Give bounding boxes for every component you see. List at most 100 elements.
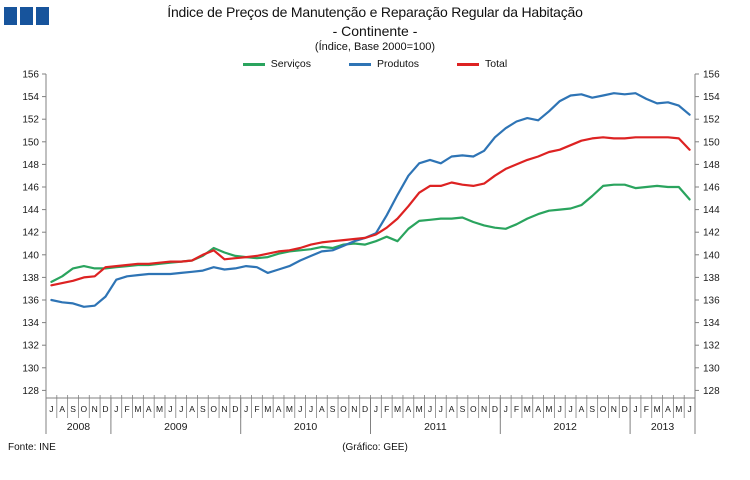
- x-axis-month-label: O: [600, 404, 607, 414]
- x-axis-month-label: A: [535, 404, 541, 414]
- x-axis-month-label: S: [200, 404, 206, 414]
- x-axis-month-label: J: [309, 404, 313, 414]
- x-axis-month-label: F: [644, 404, 649, 414]
- x-axis-month-label: M: [286, 404, 293, 414]
- y-axis-label-left: 136: [22, 296, 39, 307]
- x-axis-month-label: O: [470, 404, 477, 414]
- produtos-line-swatch-icon: [349, 62, 372, 66]
- x-axis-month-label: J: [568, 404, 572, 414]
- x-axis-year-label: 2008: [67, 421, 91, 433]
- y-axis-label-right: 132: [703, 341, 720, 352]
- x-axis-month-label: A: [59, 404, 65, 414]
- y-axis-label-right: 136: [703, 296, 720, 307]
- legend-label: Serviços: [270, 58, 312, 70]
- y-axis-label-left: 150: [22, 137, 39, 148]
- x-axis-month-label: F: [254, 404, 259, 414]
- y-axis-label-right: 150: [703, 137, 720, 148]
- x-axis-month-label: A: [146, 404, 152, 414]
- x-axis-month-label: M: [545, 404, 552, 414]
- y-axis-label-left: 128: [22, 386, 39, 397]
- total-line-swatch-icon: [457, 62, 480, 66]
- chart-legend: Serviços Produtos Total: [0, 58, 750, 70]
- y-axis-label-right: 138: [703, 273, 720, 284]
- x-axis-year-label: 2009: [164, 421, 188, 433]
- x-axis-month-label: D: [492, 404, 498, 414]
- x-axis-month-label: S: [70, 404, 76, 414]
- logo-square-icon: [36, 7, 49, 25]
- x-axis-month-label: D: [102, 404, 108, 414]
- x-axis-month-label: J: [168, 404, 172, 414]
- series-line-serviços: [50, 183, 691, 283]
- x-axis-month-label: M: [654, 404, 661, 414]
- x-axis-month-label: A: [579, 404, 585, 414]
- x-axis-month-label: N: [351, 404, 357, 414]
- chart-subtitle-base: (Índice, Base 2000=100): [314, 41, 436, 53]
- x-axis-month-label: D: [232, 404, 238, 414]
- x-axis-month-label: F: [125, 404, 130, 414]
- legend-label: Produtos: [377, 58, 420, 70]
- x-axis-month-label: D: [362, 404, 368, 414]
- logo-squares-icon: [4, 7, 49, 25]
- x-axis-month-label: J: [687, 404, 691, 414]
- x-axis-month-label: J: [49, 404, 53, 414]
- y-axis-label-right: 142: [703, 228, 720, 239]
- y-axis-label-right: 146: [703, 183, 720, 194]
- legend-item-produtos: Produtos: [349, 58, 419, 70]
- y-axis-label-left: 144: [22, 205, 39, 216]
- series-line-produtos: [50, 92, 691, 308]
- x-axis-month-label: O: [340, 404, 347, 414]
- y-axis-label-right: 144: [703, 205, 720, 216]
- y-axis-label-right: 134: [703, 318, 720, 329]
- x-axis-month-label: A: [189, 404, 195, 414]
- x-axis-month-label: J: [244, 404, 248, 414]
- y-axis-label-right: 156: [703, 70, 720, 81]
- series-line-total: [50, 136, 691, 287]
- x-axis-month-label: N: [481, 404, 487, 414]
- y-axis-label-left: 152: [22, 115, 39, 126]
- y-axis-label-right: 154: [703, 92, 720, 103]
- x-axis-month-label: M: [264, 404, 271, 414]
- x-axis-month-label: F: [384, 404, 389, 414]
- x-axis-month-label: J: [374, 404, 378, 414]
- x-axis-month-label: N: [92, 404, 98, 414]
- x-axis-month-label: J: [439, 404, 443, 414]
- x-axis-month-label: A: [406, 404, 412, 414]
- y-axis-label-right: 130: [703, 363, 720, 374]
- x-axis-month-label: M: [524, 404, 531, 414]
- x-axis-month-label: M: [134, 404, 141, 414]
- y-axis-label-left: 156: [22, 70, 39, 81]
- x-axis-month-label: J: [179, 404, 183, 414]
- legend-label: Total: [485, 58, 508, 70]
- y-axis-label-left: 134: [22, 318, 39, 329]
- x-axis-month-label: N: [221, 404, 227, 414]
- y-axis-label-left: 146: [22, 183, 39, 194]
- line-chart-plot: 128 128 130 130 132 132 134 134 136 136 138 138 140 1…: [22, 70, 720, 434]
- x-axis-year-label: 2013: [651, 421, 675, 433]
- x-axis-year-label: 2012: [554, 421, 578, 433]
- x-axis-month-label: A: [449, 404, 455, 414]
- x-axis-month-label: O: [81, 404, 88, 414]
- x-axis-month-label: J: [558, 404, 562, 414]
- x-axis-month-label: O: [210, 404, 217, 414]
- legend-item-total: Total: [457, 58, 507, 70]
- y-axis-label-left: 148: [22, 160, 39, 171]
- x-axis-month-label: A: [276, 404, 282, 414]
- y-axis-label-left: 130: [22, 363, 39, 374]
- x-axis-month-label: M: [675, 404, 682, 414]
- y-axis-label-left: 142: [22, 228, 39, 239]
- chart-subtitle: - Continente -: [332, 23, 418, 39]
- chart-header: Índice de Preços de Manutenção e Reparaç…: [0, 4, 750, 53]
- logo-square-icon: [4, 7, 17, 25]
- x-axis-year-label: 2010: [294, 421, 318, 433]
- servicos-line-swatch-icon: [242, 62, 265, 66]
- x-axis-month-label: M: [156, 404, 163, 414]
- x-axis-month-label: A: [665, 404, 671, 414]
- y-axis-label-left: 154: [22, 92, 39, 103]
- x-axis-month-label: J: [298, 404, 302, 414]
- y-axis-label-left: 140: [22, 250, 39, 261]
- y-axis-label-right: 148: [703, 160, 720, 171]
- x-axis-month-label: S: [330, 404, 336, 414]
- y-axis-label-right: 152: [703, 115, 720, 126]
- y-axis-label-right: 140: [703, 250, 720, 261]
- x-axis-month-label: N: [611, 404, 617, 414]
